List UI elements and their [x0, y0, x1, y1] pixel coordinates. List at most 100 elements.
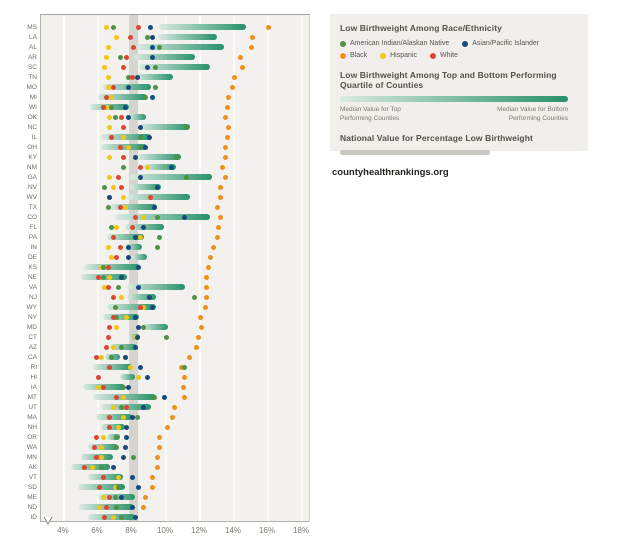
hispanic-dot-IN	[105, 244, 111, 250]
asian-dot-NV	[155, 184, 160, 190]
white-dot-SD	[97, 484, 103, 490]
state-label-KS: KS	[28, 263, 37, 271]
aian-legend-dot-icon	[340, 40, 346, 47]
state-label-DE: DE	[27, 253, 37, 261]
state-label-VT: VT	[28, 473, 37, 481]
quartile-range-bar-TN	[135, 74, 173, 80]
aian-dot-RI	[182, 364, 188, 370]
aian-dot-UT	[119, 404, 125, 410]
quartile-range-bar-LA	[157, 34, 217, 40]
black-dot-SD	[149, 484, 155, 490]
quartile-range-bar-VT	[87, 474, 124, 480]
asian-dot-MA	[129, 414, 135, 420]
legend-item-label: Hispanic	[390, 52, 417, 59]
white-dot-MA	[107, 414, 113, 420]
aian-dot-AL	[156, 44, 162, 50]
aian-dot-AK	[98, 464, 104, 470]
black-dot-ME	[143, 494, 149, 500]
quartile-range-bar-OK	[128, 114, 146, 120]
asian-dot-TN	[134, 74, 140, 80]
hispanic-dot-NE	[107, 274, 113, 280]
black-dot-AL	[248, 44, 254, 50]
state-label-FL: FL	[29, 223, 37, 231]
asian-dot-FL	[141, 224, 147, 230]
asian-dot-TX	[151, 204, 157, 210]
hispanic-dot-WY	[141, 304, 147, 310]
white-dot-GA	[115, 174, 121, 180]
white-dot-NM	[138, 164, 143, 170]
quartile-range-bar-AL	[137, 44, 224, 50]
asian-dot-ID	[132, 514, 138, 520]
asian-dot-OR	[124, 434, 130, 440]
asian-dot-KY	[132, 154, 138, 160]
hispanic-dot-ME	[100, 494, 106, 500]
state-label-NM: NM	[26, 163, 37, 171]
hispanic-dot-SD	[112, 484, 118, 490]
legend-item-asian: Asian/Pacific Islander	[462, 40, 539, 47]
asian-dot-LA	[149, 34, 155, 40]
asian-dot-RI	[138, 364, 143, 370]
white-dot-SC	[121, 64, 126, 70]
asian-dot-WA	[122, 444, 128, 450]
white-dot-FL	[129, 224, 135, 230]
hispanic-dot-IA	[95, 384, 101, 390]
source-link[interactable]: countyhealthrankings.org	[332, 167, 449, 178]
asian-dot-OH	[143, 144, 149, 150]
black-dot-MI	[226, 94, 232, 100]
asian-dot-AZ	[132, 344, 138, 350]
hispanic-dot-MI	[109, 94, 115, 100]
aian-dot-KY	[173, 154, 179, 160]
aian-dot-ID	[119, 514, 125, 520]
hispanic-dot-AZ	[110, 344, 116, 350]
legend-item-label: White	[439, 52, 458, 59]
aian-dot-OR	[114, 434, 120, 440]
quartile-range-bar-KY	[137, 154, 182, 160]
asian-dot-IN	[126, 244, 132, 250]
state-label-OR: OR	[27, 433, 37, 441]
quartile-range-bar-IN	[125, 244, 143, 250]
quartile-range-bar-KS	[84, 264, 141, 270]
asian-dot-AR	[149, 54, 155, 60]
black-dot-MS	[265, 24, 271, 30]
asian-dot-VA	[136, 284, 142, 290]
hispanic-dot-DE	[109, 254, 115, 260]
black-dot-SC	[240, 64, 245, 70]
white-dot-MO	[110, 84, 116, 90]
asian-dot-NC	[138, 124, 143, 130]
white-dot-NH	[107, 424, 113, 430]
legend-item-hispanic: Hispanic	[380, 52, 417, 59]
state-label-NH: NH	[27, 423, 37, 431]
white-dot-AZ	[104, 344, 109, 350]
state-label-HI: HI	[30, 373, 38, 381]
state-label-AZ: AZ	[28, 343, 37, 351]
black-dot-KS	[206, 264, 211, 270]
national-value-bar	[340, 150, 490, 155]
hispanic-dot-NJ	[119, 294, 125, 300]
black-dot-FL	[216, 224, 222, 230]
quartile-range-bar-NH	[101, 424, 126, 430]
state-label-AK: AK	[28, 463, 37, 471]
hispanic-dot-WV	[121, 194, 126, 200]
hispanic-dot-KY	[107, 154, 113, 160]
asian-dot-CT	[134, 334, 140, 340]
hispanic-dot-UT	[110, 404, 116, 410]
aian-dot-CO	[155, 214, 160, 220]
state-label-SD: SD	[27, 483, 37, 491]
hispanic-dot-NM	[144, 164, 150, 170]
asian-dot-VT	[129, 474, 135, 480]
legend-panel: Low Birthweight Among Race/Ethnicity Ame…	[330, 14, 588, 155]
x-tick-14%: 14%	[224, 526, 241, 535]
white-dot-CT	[105, 334, 111, 340]
black-dot-LA	[250, 34, 256, 40]
black-dot-IA	[180, 384, 186, 390]
state-label-IN: IN	[30, 243, 38, 251]
axis-break-icon	[44, 516, 53, 525]
asian-dot-NY	[132, 314, 138, 320]
white-dot-TX	[117, 204, 123, 210]
state-label-MT: MT	[27, 393, 37, 401]
hispanic-dot-CA	[98, 354, 104, 360]
aian-dot-CA	[109, 354, 115, 360]
black-dot-MT	[182, 394, 188, 400]
black-dot-NV	[217, 184, 223, 190]
state-label-SC: SC	[27, 63, 37, 71]
